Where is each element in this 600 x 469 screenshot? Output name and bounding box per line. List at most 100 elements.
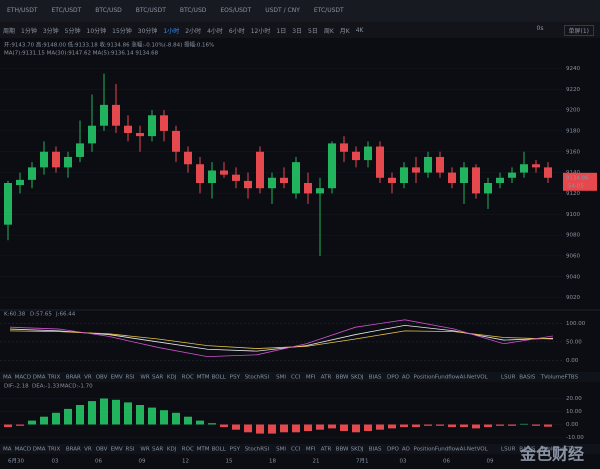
indicator-tab[interactable]: SMI — [276, 375, 286, 381]
candle-body — [16, 179, 24, 186]
indicator-tab[interactable]: StochRSI — [245, 375, 270, 381]
indicator-tab[interactable]: RSI — [126, 447, 135, 453]
indicator-tab[interactable]: BBW — [336, 375, 349, 381]
indicator-tab[interactable]: BASIS — [519, 375, 536, 381]
indicator-tab[interactable]: ROC — [182, 447, 194, 453]
indicator-tab[interactable]: WR — [140, 447, 149, 453]
candle-body — [232, 174, 240, 181]
price-tick-label: 9180 — [566, 128, 580, 134]
macd-bar — [148, 407, 156, 425]
indicator-tab[interactable]: BIAS — [369, 447, 382, 453]
layout-select[interactable]: 单屏(1) — [563, 25, 594, 36]
indicator-tab[interactable]: OBV — [96, 447, 108, 453]
symbol-tab[interactable]: ETC/USDT — [51, 7, 82, 14]
indicator-tab[interactable]: CCI — [291, 375, 301, 381]
indicator-tab[interactable]: CCI — [291, 447, 301, 453]
indicator-tab[interactable]: DPO — [387, 375, 400, 381]
indicator-tab[interactable]: ATR — [321, 375, 332, 381]
indicator-tab[interactable]: BRAR — [66, 375, 81, 381]
timer[interactable]: 0s — [536, 25, 544, 32]
indicator-tab[interactable]: ROC — [182, 375, 194, 381]
indicator-tab[interactable]: BOLL — [212, 447, 227, 453]
period-button[interactable]: 10分钟 — [86, 27, 107, 35]
period-button[interactable]: 1分钟 — [21, 27, 37, 35]
indicator-tab[interactable]: MTM — [197, 447, 210, 453]
kdj-legend: J:66.44 — [55, 312, 76, 318]
period-button[interactable]: 4K — [355, 26, 364, 34]
indicator-tab[interactable]: MTM — [197, 375, 210, 381]
symbol-tab[interactable]: BTC/USDT — [135, 7, 166, 14]
indicator-tab[interactable]: EMV — [111, 375, 123, 381]
period-button[interactable]: 5日 — [308, 27, 318, 35]
indicator-tab[interactable]: BBW — [336, 447, 349, 453]
indicator-tab[interactable]: AO — [402, 375, 411, 381]
indicator-tab[interactable]: TVolumeFTBS — [540, 447, 579, 453]
indicator-tab[interactable]: SMI — [276, 447, 286, 453]
indicator-tab[interactable]: MFI — [306, 375, 316, 381]
period-button[interactable]: 30分钟 — [137, 27, 158, 35]
symbol-tab[interactable]: EOS/USDT — [220, 7, 252, 14]
period-button[interactable]: 周K — [323, 27, 334, 35]
indicator-tab[interactable]: AO — [402, 447, 411, 453]
period-button[interactable]: 15分钟 — [112, 27, 132, 35]
period-button[interactable]: 月K — [339, 27, 350, 35]
indicator-tab[interactable]: DMA — [33, 447, 46, 453]
indicator-tab[interactable]: MACD — [15, 375, 32, 381]
indicator-tab[interactable]: TRIX — [47, 375, 61, 381]
macd-bar — [172, 412, 180, 425]
symbol-tab[interactable]: ETC/USDT — [313, 7, 344, 14]
period-button[interactable]: 5分钟 — [64, 27, 81, 35]
symbol-tab[interactable]: USDT / CNY — [265, 7, 300, 14]
indicator-tab[interactable]: LSUR — [501, 447, 516, 453]
indicator-tab[interactable]: TVolumeFTBS — [540, 375, 579, 381]
indicator-tab[interactable]: SAR — [152, 447, 163, 453]
indicator-tab[interactable]: SKDJ — [351, 447, 364, 453]
indicator-tab[interactable]: MACD — [15, 447, 32, 453]
indicator-tab[interactable]: LSUR — [501, 375, 516, 381]
indicator-tab[interactable]: StochRSI — [245, 447, 270, 453]
date-label: 12 — [182, 459, 189, 465]
indicator-tab[interactable]: KDJ — [167, 447, 177, 453]
indicator-tab[interactable]: RSI — [126, 375, 135, 381]
indicator-tab[interactable]: DPO — [387, 447, 400, 453]
indicator-tab[interactable]: EMV — [111, 447, 123, 453]
candle-body — [412, 167, 420, 173]
symbol-tab[interactable]: BTC/USD — [179, 7, 207, 14]
period-button[interactable]: 6小时 — [228, 27, 245, 35]
indicator-tab[interactable]: BOLL — [212, 375, 227, 381]
macd-bar — [256, 424, 264, 434]
indicator-tab[interactable]: OBV — [96, 375, 108, 381]
period-button[interactable]: 4小时 — [207, 27, 223, 35]
indicator-tab[interactable]: KDJ — [167, 375, 177, 381]
indicator-tab[interactable]: PositionFundflowAI-NetVOL — [414, 375, 489, 381]
period-button[interactable]: 周期 — [3, 27, 16, 35]
indicator-tab[interactable]: ATR — [321, 447, 332, 453]
indicator-tab[interactable]: BASIS — [519, 447, 536, 453]
indicator-tab[interactable]: TRIX — [47, 447, 61, 453]
indicator-tab[interactable]: PSY — [230, 447, 241, 453]
indicator-tab[interactable]: SKDJ — [351, 375, 364, 381]
macd-bar — [232, 424, 240, 430]
indicator-tab[interactable]: VR — [84, 447, 92, 453]
indicator-tab[interactable]: BRAR — [66, 447, 81, 453]
symbol-tab[interactable]: BTC/USD — [95, 7, 122, 14]
indicator-tab[interactable]: DMA — [33, 375, 46, 381]
indicator-tab[interactable]: SAR — [152, 375, 163, 381]
period-button[interactable]: 3分钟 — [42, 27, 59, 35]
period-button[interactable]: 1小时 — [163, 27, 180, 35]
indicator-tab[interactable]: PositionFundflowAI-NetVOL — [414, 447, 489, 453]
indicator-tab[interactable]: WR — [140, 375, 149, 381]
indicator-tab[interactable]: MFI — [306, 447, 316, 453]
indicator-tab[interactable]: MA — [3, 375, 12, 381]
period-button[interactable]: 1日 — [276, 27, 287, 35]
indicator-tab[interactable]: MA — [3, 447, 12, 453]
period-button[interactable]: 3日 — [292, 27, 303, 35]
macd-bar — [484, 424, 492, 428]
symbol-tab[interactable]: ETH/USDT — [7, 7, 38, 14]
period-button[interactable]: 12小时 — [250, 27, 271, 35]
indicator-tab[interactable]: PSY — [230, 375, 241, 381]
period-button[interactable]: 2小时 — [185, 27, 202, 35]
indicator-tab[interactable]: VR — [84, 375, 92, 381]
macd-bar — [184, 416, 192, 425]
indicator-tab[interactable]: BIAS — [369, 375, 382, 381]
